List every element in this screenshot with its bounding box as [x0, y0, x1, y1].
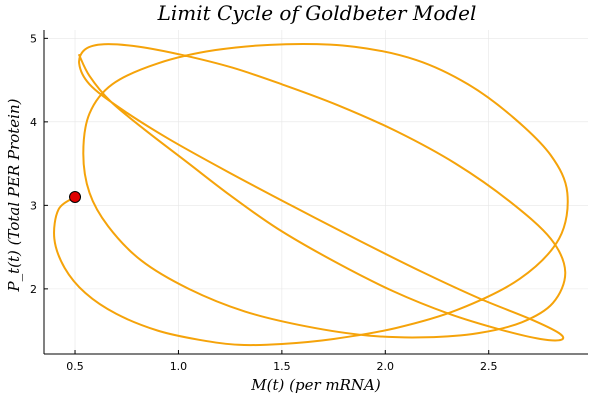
x-axis-label: M(t) (per mRNA) — [250, 376, 381, 394]
trajectory-line — [53, 42, 569, 347]
plot-area — [53, 42, 569, 347]
ticks: 0.5 1.0 1.5 2.0 2.5 2 3 4 5 — [30, 32, 497, 373]
x-tick-label: 1.5 — [273, 360, 291, 373]
x-tick-label: 2.0 — [377, 360, 395, 373]
y-tick-label: 4 — [30, 116, 37, 129]
grid — [44, 30, 588, 354]
chart-title: Limit Cycle of Goldbeter Model — [157, 1, 477, 25]
x-tick-label: 1.0 — [170, 360, 188, 373]
y-tick-label: 5 — [30, 32, 37, 45]
axes — [43, 30, 588, 355]
y-tick-label: 2 — [30, 283, 37, 296]
x-tick-label: 0.5 — [66, 360, 84, 373]
y-tick-label: 3 — [30, 199, 37, 212]
start-point-marker — [69, 191, 82, 204]
y-axis-label: P_t(t) (Total PER Protein) — [5, 98, 23, 292]
x-tick-label: 2.5 — [480, 360, 498, 373]
